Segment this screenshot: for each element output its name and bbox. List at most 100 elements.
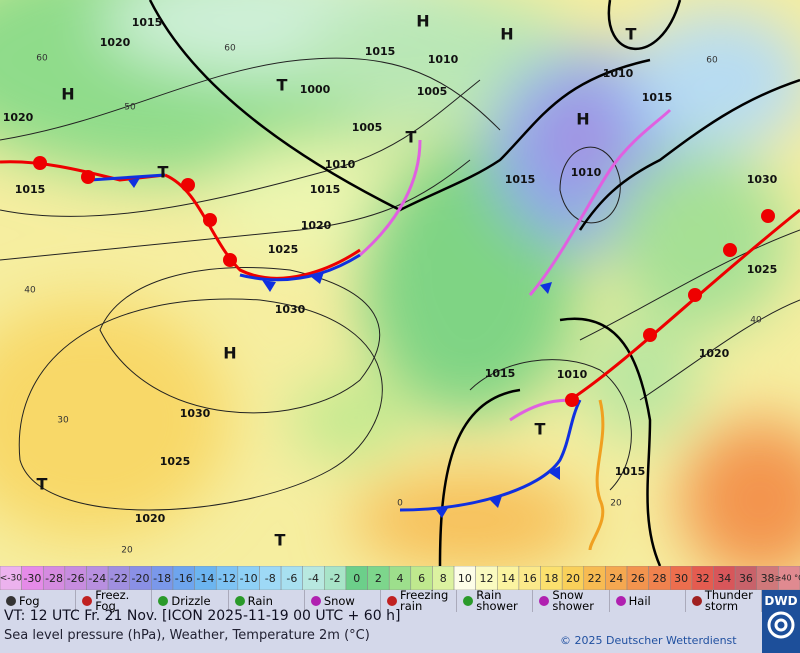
pressure-label: 1030 bbox=[180, 407, 211, 420]
low-pressure-mark: T bbox=[277, 76, 288, 95]
low-pressure-mark: T bbox=[158, 163, 169, 182]
warm-front bbox=[569, 208, 800, 402]
low-pressure-mark: T bbox=[406, 128, 417, 147]
scale-label: 28 bbox=[652, 572, 666, 585]
scale-label: 0 bbox=[353, 572, 360, 585]
pressure-label: 1010 bbox=[557, 368, 588, 381]
cold-front-symbols bbox=[128, 178, 560, 518]
fronts bbox=[0, 108, 800, 551]
pressure-label: 1020 bbox=[301, 219, 332, 232]
scale-label: -22 bbox=[110, 572, 128, 585]
low-pressure-mark: T bbox=[37, 475, 48, 494]
scale-label: -6 bbox=[286, 572, 297, 585]
description: Sea level pressure (hPa), Weather, Tempe… bbox=[4, 628, 370, 643]
isotherm-label: 50 bbox=[124, 103, 136, 113]
scale-label: <-30 bbox=[0, 574, 22, 584]
scale-label: -26 bbox=[67, 572, 85, 585]
cold-front bbox=[239, 253, 361, 282]
pressure-label: 1025 bbox=[747, 263, 778, 276]
pressure-label: 1005 bbox=[352, 121, 383, 134]
scale-label: 2 bbox=[375, 572, 382, 585]
legend-label: Drizzle bbox=[171, 593, 211, 608]
scale-label: 22 bbox=[588, 572, 602, 585]
cold-front bbox=[89, 173, 166, 182]
warm-front bbox=[164, 173, 361, 280]
isobars bbox=[0, 57, 800, 511]
legend-item: Hail bbox=[610, 590, 686, 612]
isotherm-label: 20 bbox=[610, 499, 622, 509]
scale-label: 14 bbox=[501, 572, 515, 585]
pressure-label: 1020 bbox=[100, 36, 131, 49]
scale-label: -4 bbox=[308, 572, 319, 585]
scale-label: -10 bbox=[240, 572, 258, 585]
scale-label: 20 bbox=[566, 572, 580, 585]
scale-label: -28 bbox=[45, 572, 63, 585]
scale-label: 34 bbox=[717, 572, 731, 585]
high-pressure-mark: H bbox=[223, 344, 236, 363]
isobar bbox=[579, 229, 800, 341]
scale-label: -8 bbox=[265, 572, 276, 585]
pressure-label: 1005 bbox=[417, 85, 448, 98]
legend-item: Drizzle bbox=[152, 590, 229, 612]
legend-icon bbox=[310, 596, 321, 606]
logo-icon bbox=[767, 611, 795, 639]
legend-label: Thunder storm bbox=[704, 588, 753, 613]
legend-item: Thunder storm bbox=[686, 588, 763, 613]
pressure-label: 1015 bbox=[310, 183, 341, 196]
pressure-label: 1010 bbox=[325, 158, 356, 171]
legend-icon bbox=[539, 596, 550, 606]
pressure-label: 1015 bbox=[485, 367, 516, 380]
valid-time: VT: 12 UTC Fr. 21 Nov. [ICON 2025-11-19 … bbox=[4, 608, 401, 624]
pressure-label: 1010 bbox=[603, 67, 634, 80]
legend-label: Hail bbox=[628, 593, 651, 608]
legend-icon bbox=[158, 596, 169, 606]
legend-icon bbox=[234, 596, 245, 606]
cold-front bbox=[399, 399, 582, 512]
legend-icon bbox=[387, 596, 398, 606]
scale-label: 16 bbox=[523, 572, 537, 585]
legend-item: Rain shower bbox=[457, 588, 534, 613]
legend-label: Freezing rain bbox=[400, 588, 449, 613]
low-pressure-mark: T bbox=[275, 531, 286, 550]
legend-icon bbox=[691, 596, 702, 606]
legend-label: Rain shower bbox=[476, 588, 518, 613]
isobar bbox=[0, 159, 471, 261]
isotherm-label: 60 bbox=[224, 44, 236, 54]
legend-label: Rain bbox=[247, 593, 273, 608]
pressure-label: 1015 bbox=[615, 465, 646, 478]
scale-label: 6 bbox=[418, 572, 425, 585]
warm-front-symbols bbox=[33, 156, 775, 407]
scale-label: 26 bbox=[631, 572, 645, 585]
isotherm-label: 40 bbox=[750, 316, 762, 326]
scale-label: 12 bbox=[479, 572, 493, 585]
trough bbox=[588, 399, 605, 551]
scale-label: -2 bbox=[330, 572, 341, 585]
pressure-label: 1030 bbox=[747, 173, 778, 186]
legend-item: Freez. Fog bbox=[76, 589, 153, 612]
high-pressure-mark: H bbox=[500, 25, 513, 44]
scale-label: 4 bbox=[397, 572, 404, 585]
pressure-label: 1025 bbox=[160, 455, 191, 468]
pressure-label: 1015 bbox=[132, 16, 163, 29]
scale-label: 32 bbox=[696, 572, 710, 585]
isobar bbox=[0, 79, 481, 217]
legend-item: Fog bbox=[0, 590, 77, 612]
pressure-label: 1000 bbox=[300, 83, 331, 96]
scale-label: -30 bbox=[23, 572, 41, 585]
map-labels: 1015102010201015100010051010101510201025… bbox=[3, 12, 778, 556]
isotherm-label: 0 bbox=[397, 499, 403, 509]
scale-label: 8 bbox=[440, 572, 447, 585]
isotherm-label: 30 bbox=[57, 416, 69, 426]
isobar bbox=[99, 267, 381, 414]
pressure-label: 1015 bbox=[505, 173, 536, 186]
scale-label: -18 bbox=[153, 572, 171, 585]
temperature-field bbox=[0, 0, 800, 566]
pressure-label: 1020 bbox=[3, 111, 34, 124]
isobar bbox=[0, 57, 501, 141]
legend-icon bbox=[463, 596, 474, 606]
pressure-label: 1030 bbox=[275, 303, 306, 316]
scale-label: -12 bbox=[218, 572, 236, 585]
scale-label: -14 bbox=[196, 572, 214, 585]
weather-map: 1015102010201015100010051010101510201025… bbox=[0, 0, 800, 566]
legend-item: Snow bbox=[305, 590, 382, 612]
